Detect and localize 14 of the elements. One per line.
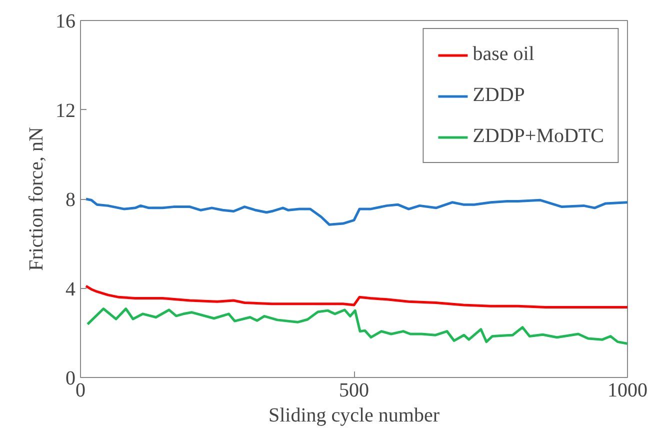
line-series <box>84 284 628 308</box>
legend-label: base oil <box>472 43 534 66</box>
x-axis-title: Sliding cycle number <box>268 404 440 426</box>
y-tick-label: 8 <box>66 189 76 211</box>
y-tick-label: 12 <box>56 100 76 122</box>
line-series <box>86 308 628 345</box>
y-axis-title: Friction force, nN <box>26 127 48 271</box>
y-tick-label: 16 <box>56 10 76 32</box>
y-tick-label: 4 <box>66 278 76 300</box>
line-series <box>84 198 628 226</box>
x-tick-label: 500 <box>339 380 369 402</box>
x-tick-label: 1000 <box>608 380 648 402</box>
legend-label: ZDDP <box>472 84 525 107</box>
legend-label: ZDDP+MoDTC <box>472 125 604 148</box>
